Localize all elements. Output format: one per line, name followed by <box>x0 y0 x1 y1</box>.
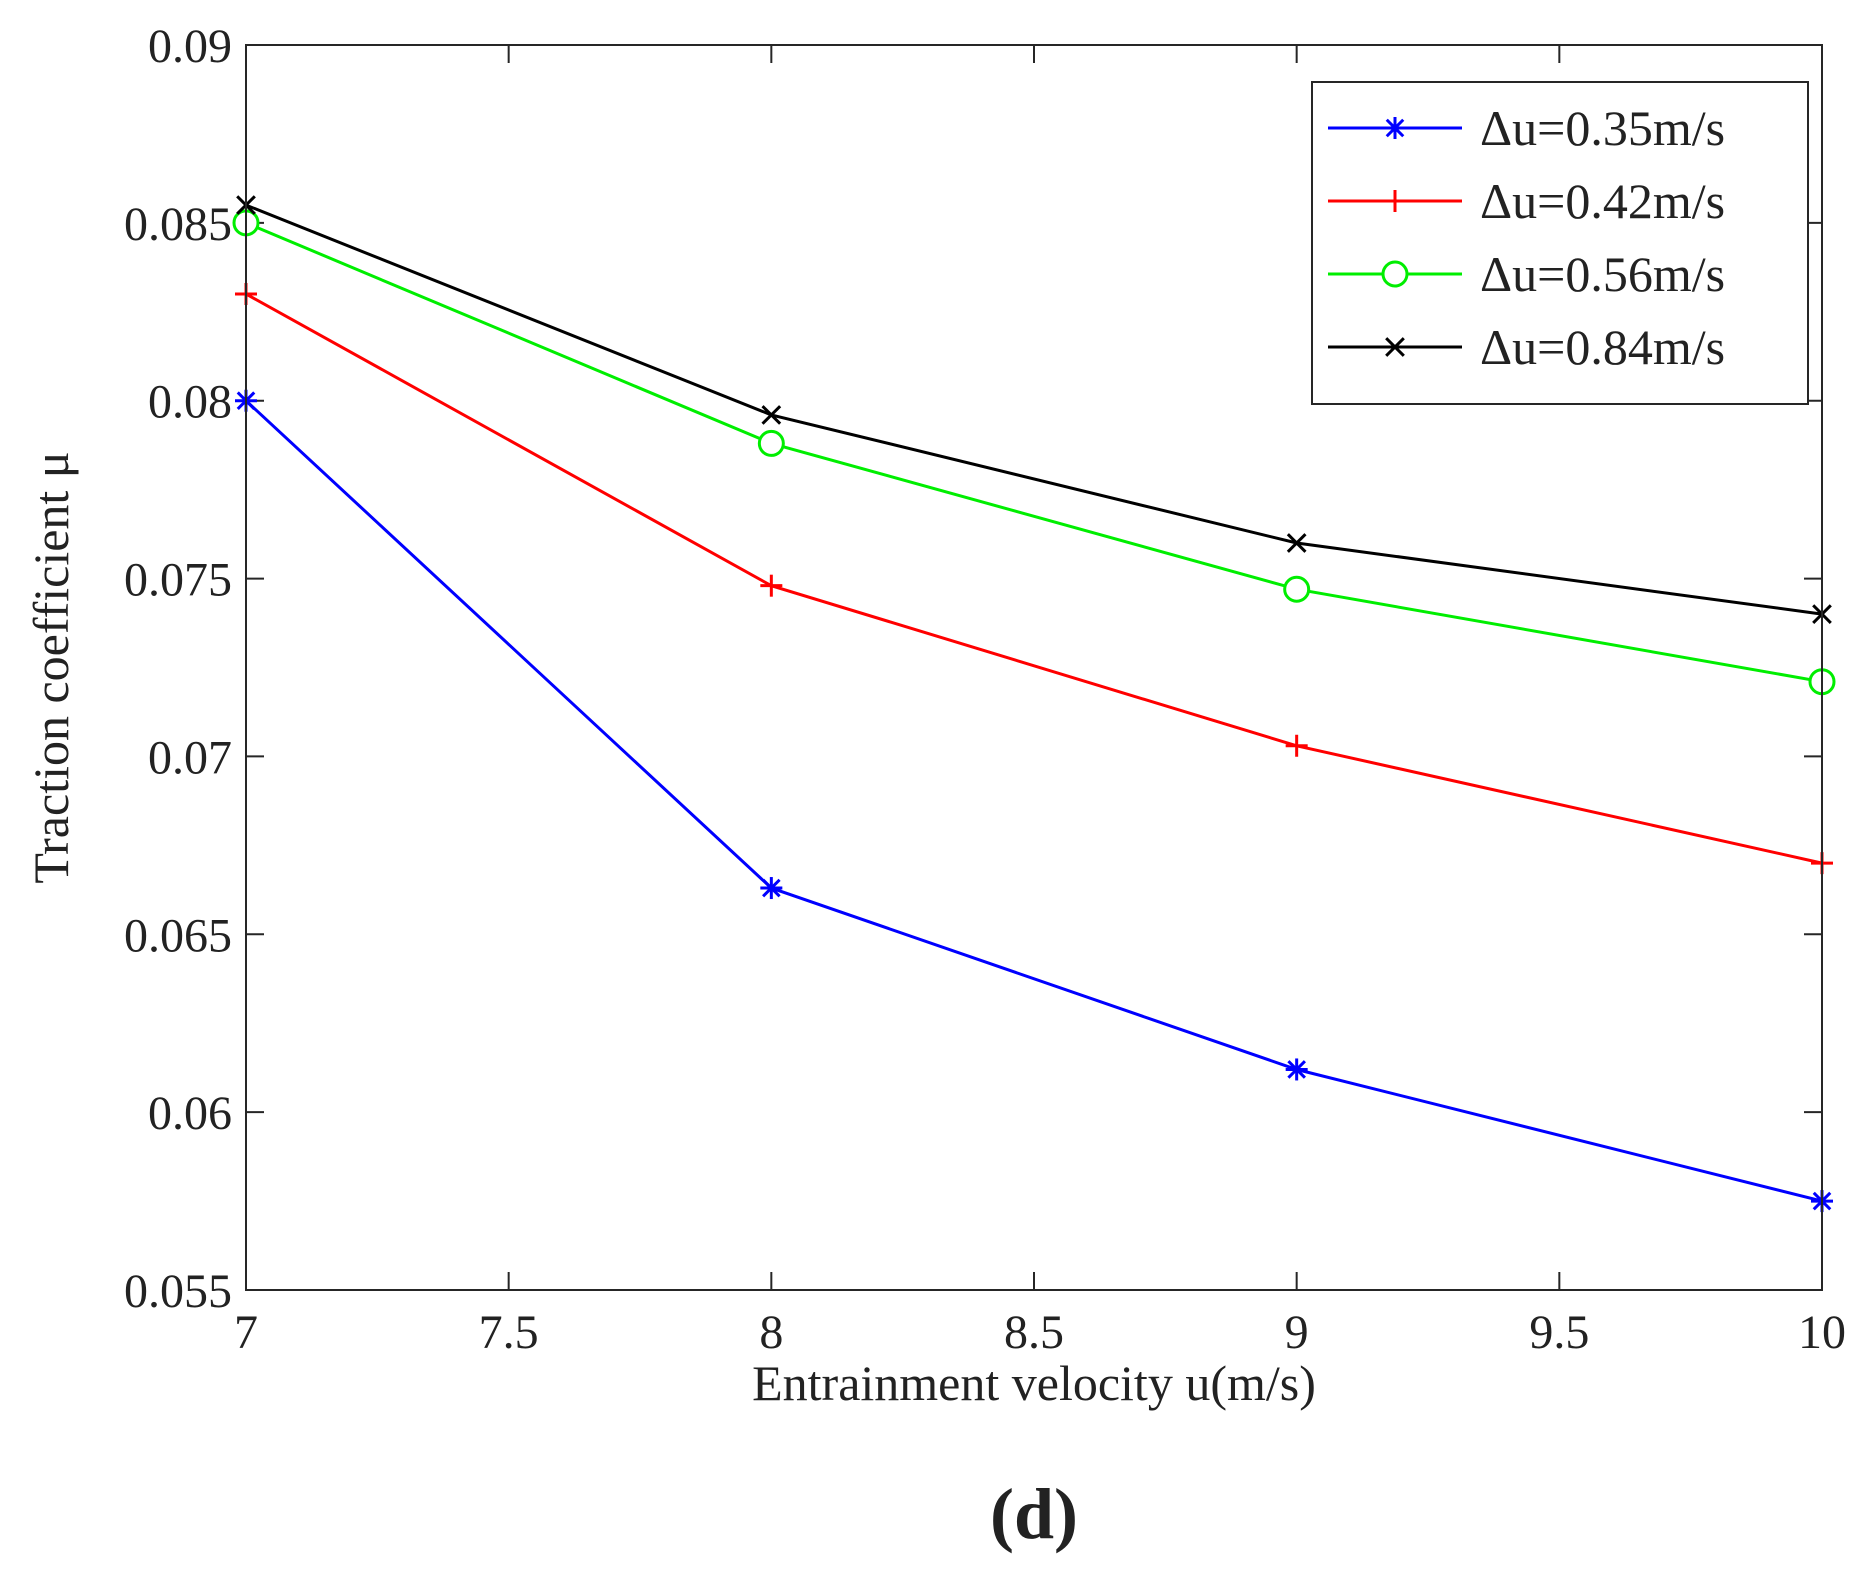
data-point <box>761 405 782 425</box>
legend-label: Δu=0.84m/s <box>1480 319 1725 375</box>
series-line <box>245 203 1823 616</box>
series-line <box>245 221 1823 684</box>
y-tick-label: 0.055 <box>124 1265 232 1318</box>
x-tick-label: 9.5 <box>1529 1306 1589 1359</box>
legend-item: Δu=0.42m/s <box>1328 173 1725 229</box>
y-axis-title: Traction coefficient μ <box>23 451 79 883</box>
x-tick-label: 8.5 <box>1004 1306 1064 1359</box>
series-line <box>244 399 1823 1203</box>
x-axis-title: Entrainment velocity u(m/s) <box>752 1355 1316 1411</box>
y-tick-label: 0.06 <box>148 1087 232 1140</box>
data-point <box>757 429 785 457</box>
legend-marker <box>1381 260 1409 288</box>
x-tick-label: 10 <box>1798 1306 1846 1359</box>
legend: Δu=0.35m/s Δu=0.42m/s Δu=0.56m/s Δu=0.84m/s <box>1311 81 1809 405</box>
axis-ticks: 7 7.5 8 8.5 9 9.5 10 0.055 0.06 0.065 0.07 0.075 0.0… <box>124 20 1846 1359</box>
y-tick-label: 0.085 <box>124 198 232 251</box>
legend-marker <box>1384 117 1406 139</box>
legend-marker <box>1384 190 1406 212</box>
legend-marker <box>1385 337 1405 357</box>
series-lines <box>232 195 1836 1213</box>
data-point <box>760 877 783 900</box>
y-tick-label: 0.09 <box>148 20 232 73</box>
x-tick-label: 7.5 <box>479 1306 539 1359</box>
data-point <box>760 574 783 597</box>
y-tick-label: 0.075 <box>124 554 232 607</box>
x-tick-label: 7 <box>234 1306 258 1359</box>
y-tick-label: 0.07 <box>148 731 232 784</box>
panel-label: (d) <box>990 1474 1078 1554</box>
legend-label: Δu=0.35m/s <box>1480 100 1725 156</box>
x-tick-label: 9 <box>1285 1306 1309 1359</box>
y-tick-label: 0.065 <box>124 909 232 962</box>
y-tick-label: 0.08 <box>148 376 232 429</box>
data-point <box>1286 533 1307 553</box>
x-tick-label: 8 <box>759 1306 783 1359</box>
legend-label: Δu=0.56m/s <box>1480 246 1725 302</box>
legend-label: Δu=0.42m/s <box>1480 173 1725 229</box>
plot-area-frame <box>245 44 1823 1291</box>
series-2 <box>232 209 1836 696</box>
data-point <box>1285 734 1308 757</box>
series-0 <box>235 389 1833 1213</box>
legend-item: Δu=0.84m/s <box>1328 319 1725 375</box>
series-line <box>245 292 1823 865</box>
data-point <box>1283 575 1311 603</box>
data-point <box>1285 1058 1308 1081</box>
legend-item: Δu=0.35m/s <box>1328 100 1725 156</box>
legend-item: Δu=0.56m/s <box>1328 246 1725 302</box>
